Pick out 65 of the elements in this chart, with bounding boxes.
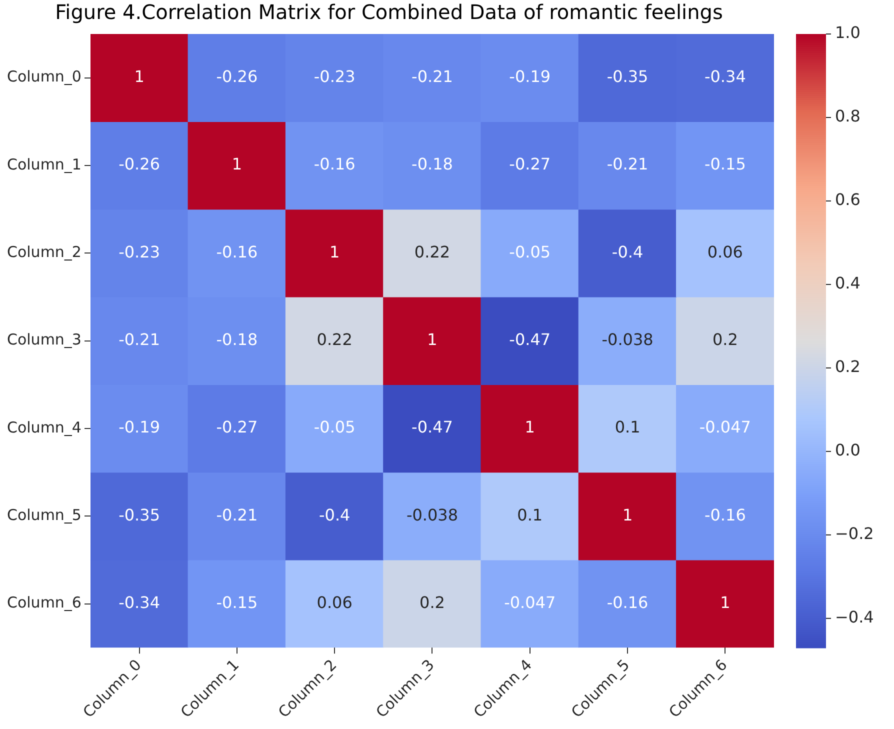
data-label: -0.26 (118, 154, 160, 174)
data-label: -0.047 (699, 418, 751, 437)
data-label: -0.4 (612, 242, 644, 262)
data-label: -0.16 (606, 592, 648, 612)
y-tick-label: Column_4 (6, 418, 82, 436)
data-label: -0.16 (704, 505, 746, 524)
data-label: -0.038 (406, 505, 458, 524)
data-label: -0.15 (704, 154, 746, 174)
y-tick-label: Column_6 (6, 594, 82, 612)
data-label: -0.4 (318, 505, 350, 524)
data-label: -0.35 (606, 66, 648, 86)
data-label: -0.038 (602, 330, 654, 349)
color-bar-label: 0.6 (835, 190, 860, 210)
data-label: -0.05 (314, 418, 356, 437)
data-label: -0.21 (118, 330, 160, 349)
data-label: 1 (622, 505, 633, 524)
data-label: -0.34 (704, 66, 746, 86)
data-label: -0.21 (606, 154, 648, 174)
y-tick-label: Column_2 (6, 243, 82, 262)
color-bar-label: 0.8 (835, 106, 860, 126)
data-label: -0.34 (118, 592, 160, 612)
color-bar-label: 0.2 (835, 357, 860, 376)
data-label: -0.18 (216, 330, 258, 349)
data-label: 0.1 (614, 418, 640, 437)
data-label: 0.22 (316, 330, 352, 349)
data-label: -0.047 (504, 592, 556, 612)
chart-title: Figure 4.Correlation Matrix for Combined Data of romantic feelings (55, 0, 723, 24)
data-label: -0.27 (509, 154, 551, 174)
data-label: -0.47 (412, 418, 453, 437)
data-label: -0.19 (118, 418, 160, 437)
data-label: 0.2 (420, 592, 445, 612)
data-label: 1 (427, 330, 438, 349)
data-label: -0.18 (412, 154, 453, 174)
data-label: -0.47 (509, 330, 551, 349)
data-label: -0.23 (314, 66, 356, 86)
data-label: 0.2 (712, 330, 738, 349)
data-label: 1 (330, 242, 340, 262)
data-label: -0.26 (216, 66, 258, 86)
data-label: 1 (720, 592, 730, 612)
color-bar-label: −0.2 (835, 524, 874, 544)
data-label: 0.1 (517, 505, 543, 524)
y-tick-label: Column_5 (6, 506, 82, 524)
data-label: -0.16 (314, 154, 356, 174)
color-bar-label: −0.4 (835, 608, 874, 627)
data-label: 0.06 (707, 242, 743, 262)
data-label: 1 (134, 66, 144, 86)
y-tick-label: Column_0 (6, 68, 82, 86)
data-label: -0.21 (216, 505, 258, 524)
data-label: 1 (232, 154, 242, 174)
data-label: 0.06 (316, 592, 352, 612)
data-label: -0.05 (509, 242, 551, 262)
color-bar-label: 0.0 (835, 440, 860, 460)
y-tick-label: Column_3 (6, 330, 82, 349)
y-tick-label: Column_1 (6, 155, 82, 174)
color-bar-label: 1.0 (835, 23, 860, 42)
data-label: -0.16 (216, 242, 258, 262)
color-bar-label: 0.4 (835, 274, 860, 293)
data-label: -0.15 (216, 592, 258, 612)
data-label: -0.19 (509, 66, 551, 86)
data-label: -0.27 (216, 418, 258, 437)
data-label: 0.22 (414, 242, 450, 262)
data-label: -0.23 (118, 242, 160, 262)
data-label: -0.21 (412, 66, 453, 86)
data-label: 1 (524, 418, 535, 437)
data-label: -0.35 (118, 505, 160, 524)
